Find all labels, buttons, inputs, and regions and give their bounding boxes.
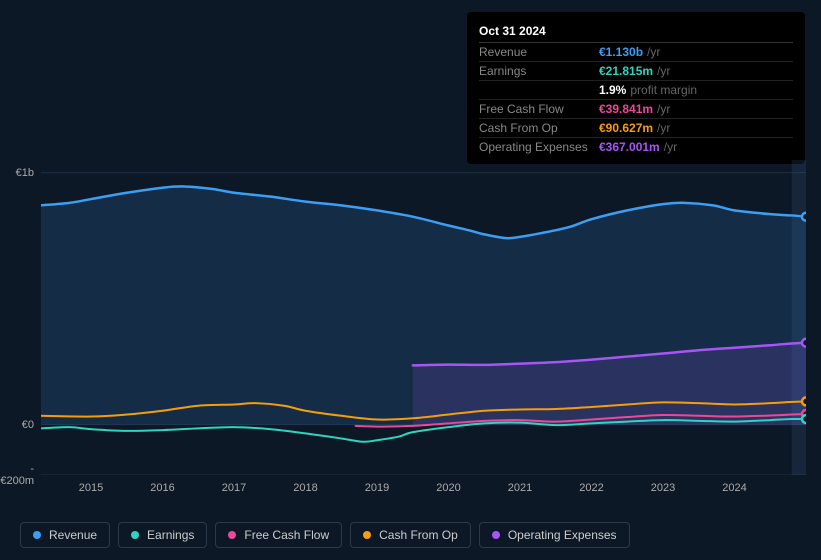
x-axis-label: 2020 [436,482,460,494]
legend-label: Free Cash Flow [244,528,329,542]
tooltip-metric-unit: /yr [647,45,660,59]
tooltip-metric-unit: /yr [664,140,677,154]
tooltip-metric-unit: /yr [657,64,670,78]
tooltip-metric-value: €1.130b [599,45,643,59]
tooltip-metric-value: €21.815m [599,64,653,78]
legend-item-earnings[interactable]: Earnings [118,522,207,548]
y-axis-label: €1b [16,167,34,179]
tooltip-row: Cash From Op€90.627m/yr [479,119,793,138]
legend-dot-icon [228,531,236,539]
y-axis-label: -€200m [0,463,34,487]
legend-item-revenue[interactable]: Revenue [20,522,110,548]
legend-label: Operating Expenses [508,528,617,542]
tooltip-metric-value: €367.001m [599,140,660,154]
legend-dot-icon [131,531,139,539]
tooltip-metric-label: Operating Expenses [479,140,599,154]
tooltip-row: 1.9% profit margin [479,81,793,100]
x-axis-label: 2018 [293,482,317,494]
tooltip-metric-unit: /yr [657,102,670,116]
legend-item-opex[interactable]: Operating Expenses [479,522,630,548]
tooltip-metric-value: €90.627m [599,121,653,135]
x-axis-label: 2019 [365,482,389,494]
x-axis-label: 2021 [508,482,532,494]
x-axis-label: 2017 [222,482,246,494]
chart-legend: Revenue Earnings Free Cash Flow Cash From O… [20,522,630,548]
legend-dot-icon [33,531,41,539]
x-axis-label: 2022 [579,482,603,494]
x-axis-label: 2015 [79,482,103,494]
tooltip-metric-label: Cash From Op [479,121,599,135]
legend-item-cashop[interactable]: Cash From Op [350,522,471,548]
tooltip-metric-value: €39.841m [599,102,653,116]
chart-tooltip: Oct 31 2024 Revenue€1.130b/yrEarnings€21… [467,12,805,164]
tooltip-metric-label: Revenue [479,45,599,59]
tooltip-metric-label: Free Cash Flow [479,102,599,116]
tooltip-metric-unit: profit margin [630,83,697,97]
x-axis-label: 2024 [722,482,746,494]
tooltip-metric-label: Earnings [479,64,599,78]
legend-dot-icon [492,531,500,539]
tooltip-row: Earnings€21.815m/yr [479,62,793,81]
y-axis-label: €0 [22,419,34,431]
legend-item-fcf[interactable]: Free Cash Flow [215,522,342,548]
legend-label: Cash From Op [379,528,458,542]
tooltip-metric-unit: /yr [657,121,670,135]
legend-label: Revenue [49,528,97,542]
tooltip-row: Revenue€1.130b/yr [479,43,793,62]
tooltip-date: Oct 31 2024 [479,20,793,43]
x-axis-label: 2016 [150,482,174,494]
chart-area[interactable]: €1b€0-€200m 2015201620172018201920202021… [16,160,806,490]
legend-dot-icon [363,531,371,539]
line-chart[interactable] [41,160,806,475]
legend-label: Earnings [147,528,194,542]
tooltip-metric-value: 1.9% [599,83,626,97]
tooltip-row: Operating Expenses€367.001m/yr [479,138,793,156]
tooltip-row: Free Cash Flow€39.841m/yr [479,100,793,119]
x-axis-label: 2023 [651,482,675,494]
tooltip-metric-label [479,83,599,97]
